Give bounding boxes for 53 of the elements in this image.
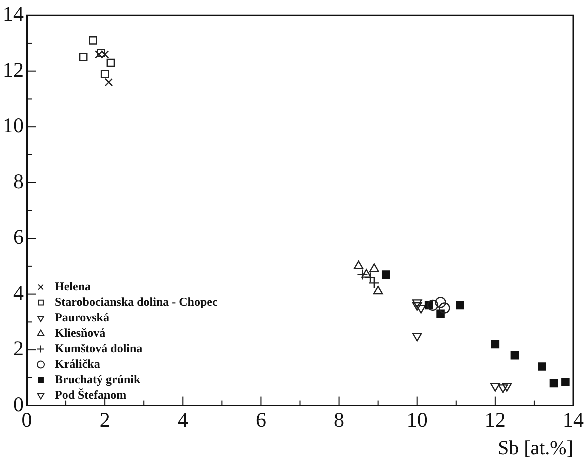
- legend-label: Králička: [55, 356, 100, 371]
- legend-label: Kliesňová: [55, 326, 106, 340]
- point: [538, 362, 546, 371]
- point: [89, 36, 98, 45]
- point: [412, 300, 422, 308]
- point: [95, 50, 104, 59]
- point: [373, 286, 384, 295]
- point: [510, 351, 520, 360]
- x-tick-label: 12: [484, 408, 506, 432]
- point: [456, 301, 464, 310]
- y-tick-label: 4: [14, 280, 24, 305]
- x-tick-label: 6: [256, 408, 266, 432]
- x-tick-label: 14: [563, 408, 584, 432]
- point: [97, 49, 106, 58]
- point: [362, 269, 372, 278]
- y-tick-label: 6: [14, 225, 24, 250]
- y-tick-label: 14: [3, 2, 24, 26]
- point: [491, 340, 500, 349]
- point: [104, 78, 114, 87]
- point: [106, 58, 116, 68]
- point: [550, 379, 558, 388]
- legend-label: Starobocianska dolina - Chopec: [55, 294, 218, 309]
- y-tick-label: 2: [14, 336, 24, 361]
- x-tick-label: 8: [334, 408, 345, 432]
- legend-label: Paurovská: [55, 310, 110, 324]
- point: [490, 383, 500, 392]
- x-tick-label: 10: [406, 408, 428, 432]
- x-axis-title: Sb [at.%]: [498, 437, 574, 460]
- legend-label: Pod Štefanom: [55, 388, 127, 402]
- point: [562, 378, 570, 386]
- y-tick-label: 0: [14, 392, 24, 416]
- point: [412, 333, 422, 342]
- y-tick-label: 10: [3, 114, 24, 138]
- point: [354, 260, 364, 270]
- point: [498, 384, 508, 394]
- point: [439, 302, 450, 314]
- y-tick-label: 8: [14, 169, 24, 194]
- point: [427, 300, 439, 312]
- point: [369, 264, 380, 272]
- point: [79, 53, 88, 62]
- legend-label: Bruchatý grúnik: [55, 372, 142, 386]
- point: [412, 302, 422, 312]
- y-tick-label: 12: [3, 58, 24, 82]
- point: [435, 297, 446, 308]
- x-tick-label: 4: [178, 408, 189, 432]
- point: [416, 305, 426, 314]
- point: [100, 70, 110, 78]
- x-tick-label: 2: [100, 408, 110, 432]
- point: [502, 383, 512, 392]
- legend-label: Kumštová dolina: [55, 341, 143, 356]
- point: [382, 270, 390, 279]
- point: [100, 50, 110, 59]
- legend-label: Helena: [55, 279, 91, 294]
